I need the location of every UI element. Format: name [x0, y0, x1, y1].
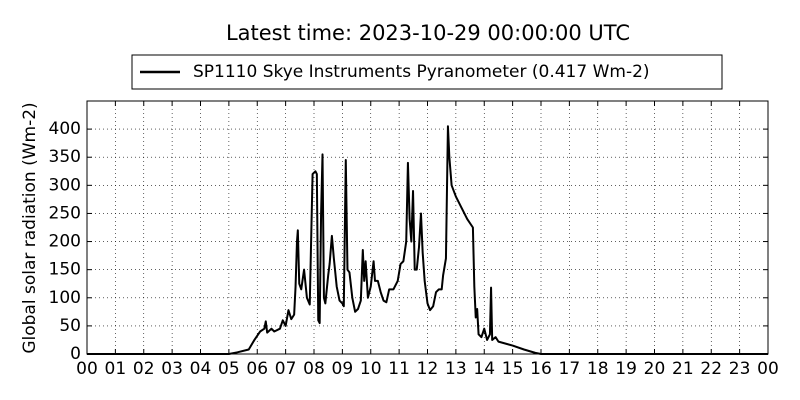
y-tick-label: 0 [70, 344, 81, 364]
legend-label: SP1110 Skye Instruments Pyranometer (0.4… [193, 62, 650, 82]
y-tick-label: 200 [49, 232, 81, 252]
x-tick-label: 22 [700, 359, 722, 379]
x-tick-label: 05 [218, 359, 240, 379]
x-tick-label: 04 [190, 359, 212, 379]
y-tick-label: 250 [49, 203, 81, 223]
x-tick-label: 17 [559, 359, 581, 379]
x-tick-label: 09 [332, 359, 354, 379]
y-tick-label: 300 [49, 175, 81, 195]
y-tick-label: 350 [49, 147, 81, 167]
x-tick-label: 20 [644, 359, 666, 379]
x-tick-label: 07 [275, 359, 297, 379]
x-tick-label: 14 [473, 359, 495, 379]
legend-box [131, 54, 723, 90]
y-tick-label: 100 [49, 288, 81, 308]
x-tick-label: 11 [388, 359, 410, 379]
x-tick-label: 01 [105, 359, 127, 379]
y-axis-label: Global solar radiation (Wm-2) [20, 102, 40, 353]
x-tick-label: 15 [502, 359, 524, 379]
x-tick-label: 00 [76, 359, 98, 379]
x-tick-label: 13 [445, 359, 467, 379]
x-tick-label: 19 [615, 359, 637, 379]
x-tick-label: 00 [757, 359, 779, 379]
x-tick-label: 16 [530, 359, 552, 379]
chart-title: Latest time: 2023-10-29 00:00:00 UTC [226, 21, 630, 45]
x-tick-label: 12 [417, 359, 439, 379]
y-tick-label: 400 [49, 119, 81, 139]
y-tick-label: 150 [49, 260, 81, 280]
x-tick-label: 08 [303, 359, 325, 379]
y-tick-label: 50 [59, 316, 81, 336]
x-tick-label: 23 [729, 359, 751, 379]
x-tick-label: 18 [587, 359, 609, 379]
x-tick-label: 06 [246, 359, 268, 379]
data-line [87, 125, 768, 355]
x-tick-label: 02 [133, 359, 155, 379]
plot-frame [86, 100, 769, 355]
x-tick-label: 21 [672, 359, 694, 379]
x-tick-label: 10 [360, 359, 382, 379]
x-tick-label: 03 [161, 359, 183, 379]
